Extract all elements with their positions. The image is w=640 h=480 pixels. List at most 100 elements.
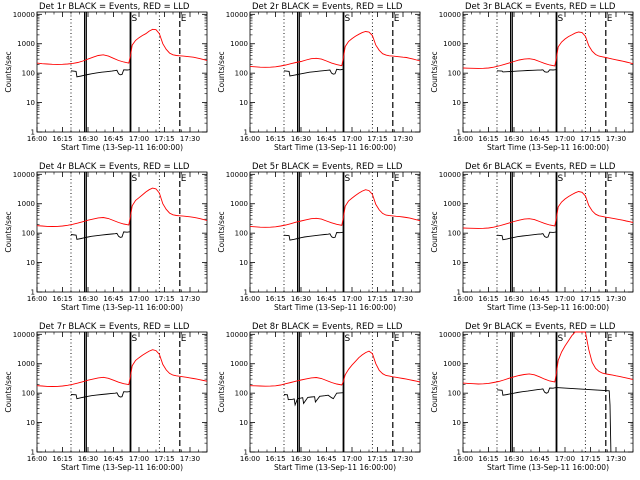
- x-tick-label: 16:45: [529, 295, 549, 303]
- panel-title: Det 1r BLACK = Events, RED = LLD: [39, 2, 190, 12]
- x-tick-label: 16:30: [291, 295, 311, 303]
- y-tick-label: 100: [22, 230, 35, 238]
- x-tick-label: 17:00: [129, 455, 149, 463]
- chart-panel-7: Det 7r BLACK = Events, RED = LLD 1 10 100 10…: [4, 322, 208, 472]
- events-series-line: [283, 392, 344, 407]
- panel-title: Det 7r BLACK = Events, RED = LLD: [39, 322, 190, 332]
- events-series-line: [70, 390, 131, 400]
- y-axis-label: Counts/sec: [217, 211, 226, 252]
- x-tick-label: 16:30: [504, 295, 524, 303]
- x-tick-label: 16:00: [240, 135, 260, 143]
- end-marker-label: E: [394, 174, 400, 184]
- x-tick-label: 16:15: [265, 455, 285, 463]
- panel-title: Det 8r BLACK = Events, RED = LLD: [252, 322, 403, 332]
- y-axis-label: Counts/sec: [217, 371, 226, 412]
- y-tick-label: 1000: [230, 40, 248, 48]
- panel-title: Det 9r BLACK = Events, RED = LLD: [465, 322, 616, 332]
- plot-frame: [36, 171, 208, 293]
- events-series-line: [283, 68, 344, 77]
- x-tick-label: 16:15: [265, 135, 285, 143]
- x-tick-label: 17:30: [606, 455, 626, 463]
- y-tick-label: 1: [244, 289, 248, 297]
- y-tick-label: 10000: [226, 11, 248, 19]
- events-series-line: [283, 231, 344, 241]
- events-series-line: [496, 387, 612, 453]
- y-tick-label: 10: [26, 259, 35, 267]
- y-tick-label: 1000: [443, 200, 461, 208]
- start-marker-label: S: [558, 334, 564, 344]
- events-series-line: [496, 231, 557, 241]
- x-tick-label: 16:00: [240, 455, 260, 463]
- start-marker-label: S: [345, 14, 351, 24]
- y-tick-label: 10000: [226, 331, 248, 339]
- lld-series-line: [249, 189, 421, 228]
- plot-frame: [462, 171, 634, 293]
- y-tick-label: 1: [457, 129, 461, 137]
- x-tick-label: 17:00: [342, 135, 362, 143]
- chart-panel-2: Det 2r BLACK = Events, RED = LLD 1 10 100 10…: [217, 2, 421, 152]
- y-tick-label: 10: [452, 419, 461, 427]
- y-tick-label: 1000: [17, 200, 35, 208]
- end-marker-label: E: [181, 174, 187, 184]
- y-tick-label: 10000: [226, 171, 248, 179]
- x-tick-label: 16:30: [78, 295, 98, 303]
- y-tick-label: 10: [452, 259, 461, 267]
- x-tick-label: 17:30: [606, 295, 626, 303]
- x-axis-label: Start Time (13-Sep-11 16:00:00): [61, 463, 183, 472]
- x-tick-label: 17:15: [154, 455, 174, 463]
- x-tick-label: 17:30: [180, 455, 200, 463]
- x-tick-label: 17:00: [555, 455, 575, 463]
- x-tick-label: 16:00: [27, 295, 47, 303]
- start-marker-label: S: [558, 174, 564, 184]
- x-axis-label: Start Time (13-Sep-11 16:00:00): [61, 143, 183, 152]
- plot-frame: [249, 331, 421, 453]
- y-tick-label: 1000: [230, 200, 248, 208]
- x-tick-label: 17:15: [367, 455, 387, 463]
- x-tick-label: 16:45: [103, 295, 123, 303]
- lld-series-line: [462, 191, 634, 229]
- panel-title: Det 6r BLACK = Events, RED = LLD: [465, 162, 616, 172]
- x-tick-label: 16:15: [478, 455, 498, 463]
- y-tick-label: 10000: [439, 171, 461, 179]
- y-tick-label: 1: [457, 449, 461, 457]
- x-tick-label: 16:15: [478, 295, 498, 303]
- x-axis-label: Start Time (13-Sep-11 16:00:00): [61, 303, 183, 312]
- end-marker-label: E: [607, 174, 613, 184]
- x-tick-label: 17:15: [367, 295, 387, 303]
- lld-series-line: [462, 331, 634, 385]
- end-marker-label: E: [607, 14, 613, 24]
- lld-series-line: [462, 31, 634, 69]
- start-marker-label: S: [345, 334, 351, 344]
- x-tick-label: 17:00: [129, 295, 149, 303]
- x-tick-label: 17:30: [393, 455, 413, 463]
- y-tick-label: 10: [26, 419, 35, 427]
- x-axis-label: Start Time (13-Sep-11 16:00:00): [487, 303, 609, 312]
- y-axis-label: Counts/sec: [4, 51, 13, 92]
- x-tick-label: 17:30: [393, 295, 413, 303]
- chart-panel-9: Det 9r BLACK = Events, RED = LLD 1 10 100 10…: [430, 322, 634, 472]
- y-tick-label: 10: [239, 259, 248, 267]
- plot-frame: [36, 331, 208, 453]
- x-axis-label: Start Time (13-Sep-11 16:00:00): [487, 143, 609, 152]
- x-tick-label: 17:15: [154, 295, 174, 303]
- x-tick-label: 16:00: [453, 295, 473, 303]
- y-tick-label: 1: [244, 449, 248, 457]
- x-tick-label: 17:30: [180, 135, 200, 143]
- end-marker-label: E: [394, 334, 400, 344]
- panel-title: Det 5r BLACK = Events, RED = LLD: [252, 162, 403, 172]
- y-tick-label: 10: [452, 99, 461, 107]
- events-series-line: [496, 69, 557, 73]
- start-marker-label: S: [132, 14, 138, 24]
- x-tick-label: 17:00: [342, 295, 362, 303]
- y-tick-label: 100: [22, 70, 35, 78]
- y-axis-label: Counts/sec: [217, 51, 226, 92]
- panel-title: Det 3r BLACK = Events, RED = LLD: [465, 2, 616, 12]
- x-tick-label: 16:15: [52, 135, 72, 143]
- chart-panel-4: Det 4r BLACK = Events, RED = LLD 1 10 100 10…: [4, 162, 208, 312]
- x-tick-label: 17:15: [367, 135, 387, 143]
- y-tick-label: 100: [235, 70, 248, 78]
- y-axis-label: Counts/sec: [4, 211, 13, 252]
- y-tick-label: 10000: [13, 331, 35, 339]
- start-marker-label: S: [345, 174, 351, 184]
